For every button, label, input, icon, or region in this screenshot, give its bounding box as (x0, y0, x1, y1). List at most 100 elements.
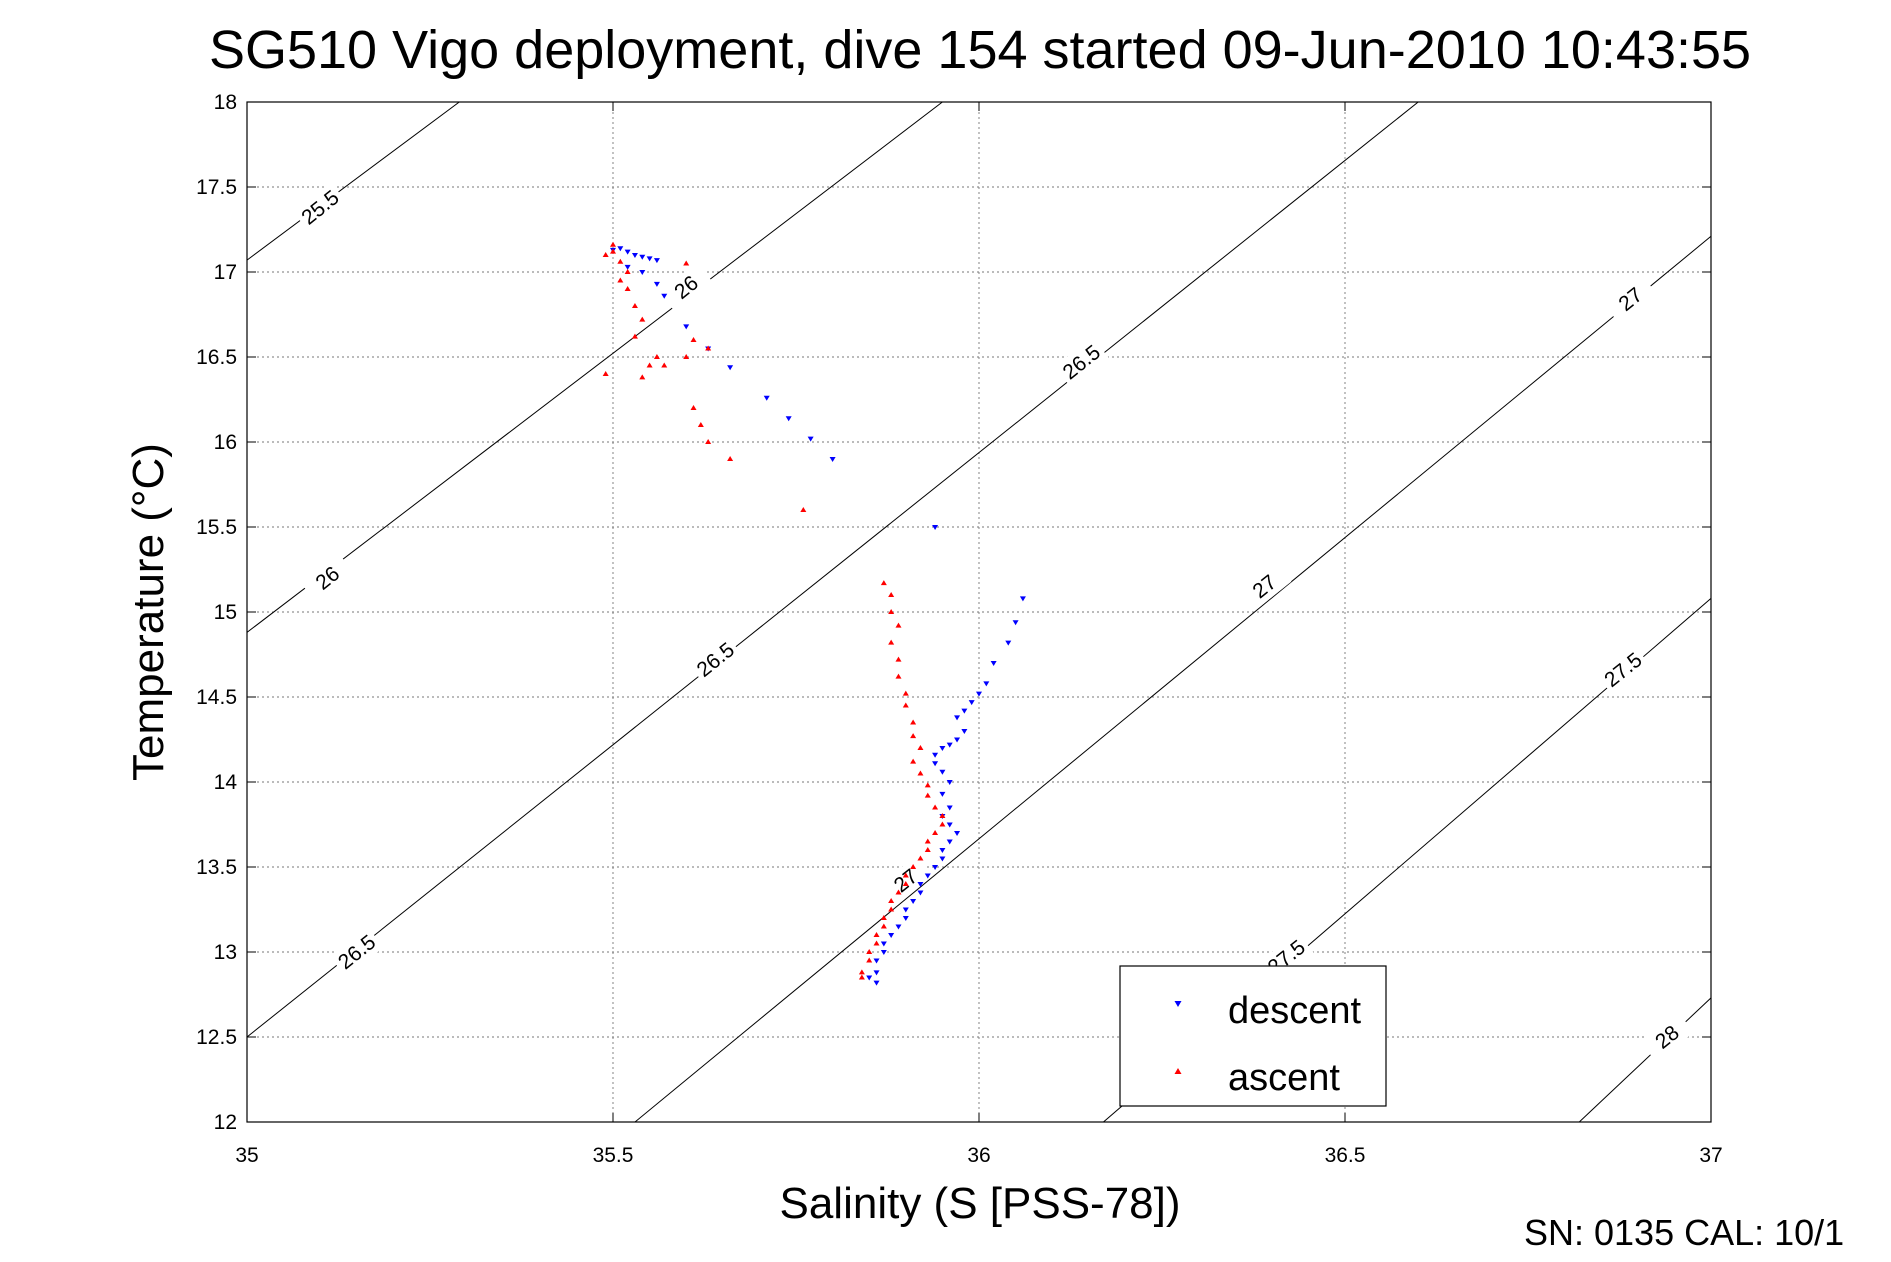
ascent-point (888, 639, 895, 645)
ascent-point (631, 303, 638, 308)
ascent-point (690, 405, 697, 410)
ascent-point (705, 439, 712, 444)
y-axis-label: Temperature (°C) (124, 443, 173, 781)
ascent-point (902, 872, 909, 878)
ascent-point (924, 782, 931, 788)
descent-point (976, 691, 982, 697)
y-tick-label: 14 (214, 771, 238, 794)
descent-point (946, 805, 953, 811)
descent-point (873, 958, 880, 964)
descent-point (639, 270, 646, 275)
ascent-point (910, 719, 917, 725)
y-tick-label: 16.5 (196, 346, 237, 369)
ascent-point (888, 609, 895, 614)
descent-point (961, 708, 968, 714)
ascent-point (631, 333, 638, 339)
density-contour-line (1578, 997, 1712, 1123)
descent-point (917, 882, 924, 887)
contour-label-bg (1054, 336, 1109, 388)
ascent-point (888, 592, 895, 597)
density-contour-line (246, 101, 460, 261)
ascent-point (661, 362, 668, 368)
descent-point (683, 324, 690, 330)
ascent-point (939, 821, 946, 827)
descent-point (932, 865, 939, 870)
descent-point (917, 890, 924, 896)
ascent-point (924, 847, 931, 852)
ascent-point (895, 622, 902, 628)
ascent-point (932, 830, 939, 835)
descent-point (939, 856, 946, 862)
ascent-point (639, 374, 646, 380)
ascent-point (917, 855, 924, 861)
ascent-point (683, 354, 690, 359)
descent-point (954, 715, 961, 721)
descent-point (939, 769, 946, 775)
descent-point (902, 907, 909, 913)
descent-point (932, 761, 939, 767)
descent-point (639, 254, 646, 260)
descent-point (624, 249, 631, 255)
ascent-point (610, 241, 616, 247)
descent-point (646, 256, 653, 262)
contour-label-bg (1603, 274, 1658, 325)
y-tick-label: 15.5 (196, 516, 237, 539)
ascent-point (602, 371, 609, 376)
ascent-point (800, 507, 807, 512)
x-tick-label: 35.5 (593, 1144, 634, 1167)
descent-point (873, 980, 880, 986)
ascent-point (902, 690, 909, 696)
ascent-point (910, 758, 917, 764)
descent-point (939, 791, 946, 797)
ascent-point (705, 345, 712, 351)
ascent-point (866, 957, 873, 963)
descent-point (939, 746, 946, 751)
descent-point (624, 264, 631, 270)
density-contour-line (634, 235, 1712, 1123)
ascent-point (910, 733, 917, 739)
ascent-point (646, 362, 653, 368)
ascent-point (866, 949, 873, 954)
contour-label-bg (688, 634, 743, 685)
y-tick-label: 13.5 (196, 856, 237, 879)
legend-descent-marker (1174, 1001, 1182, 1007)
descent-point (873, 970, 880, 976)
ascent-point (888, 898, 895, 903)
descent-point (880, 941, 887, 947)
ascent-point (873, 932, 880, 937)
contour-label-bg (1237, 561, 1292, 612)
descent-point (763, 395, 770, 401)
descent-point (617, 246, 624, 252)
descent-point (1005, 640, 1012, 646)
descent-point (946, 839, 953, 845)
y-tick-label: 17.5 (196, 176, 237, 199)
ascent-point (690, 337, 697, 342)
descent-point (939, 848, 946, 853)
descent-point (946, 742, 953, 748)
x-tick-label: 36.5 (1325, 1144, 1366, 1167)
density-contour-line (246, 101, 943, 633)
ascent-point (880, 923, 887, 929)
ascent-point (624, 286, 631, 291)
ascent-point (932, 804, 939, 810)
descent-point (653, 258, 660, 264)
contour-label-bg (1640, 1011, 1694, 1063)
ascent-point (924, 838, 931, 844)
legend-ascent-label: ascent (1228, 1057, 1340, 1099)
ascent-point (858, 969, 865, 975)
descent-point (946, 780, 953, 785)
ascent-point (858, 974, 865, 980)
descent-point (653, 281, 660, 287)
chart-title: SG510 Vigo deployment, dive 154 started … (209, 20, 1751, 80)
ascent-point (617, 277, 624, 283)
ascent-point (902, 881, 909, 886)
x-tick-label: 36 (967, 1144, 990, 1167)
descent-point (954, 737, 961, 743)
descent-point (880, 950, 887, 955)
descent-point (924, 873, 931, 879)
descent-point (829, 457, 836, 462)
descent-point (990, 661, 997, 666)
contour-label-bg (1596, 644, 1651, 695)
ascent-point (873, 940, 880, 946)
